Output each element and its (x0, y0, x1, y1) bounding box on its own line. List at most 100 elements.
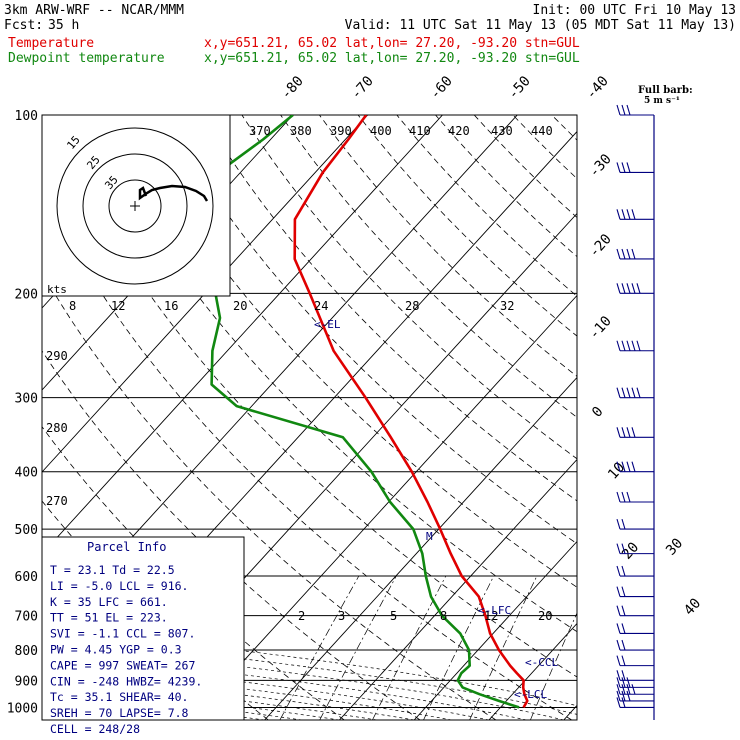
mixing-ratio-label-top: 8 (69, 299, 76, 313)
wind-barb (616, 461, 654, 473)
wind-barb-flag (626, 461, 631, 472)
wind-barb-flag (616, 684, 621, 695)
dewpoint-legend-info: x,y=651.21, 65.02 lat,lon= 27.20, -93.20… (204, 51, 580, 66)
mixing-ratio-label-bottom: 12 (484, 609, 498, 623)
parcel-info-row: LI = -5.0 LCL = 916. (50, 579, 188, 593)
parcel-info-panel: Parcel Info T = 23.1 Td = 22.5 LI = -5.0 … (41, 536, 245, 736)
dry-adiabat-label: 280 (46, 421, 68, 435)
valid-time: Valid: 11 UTC Sat 11 May 13 (05 MDT Sat … (345, 18, 736, 33)
wind-barb-flag (631, 283, 636, 294)
wind-barb (616, 543, 654, 555)
wind-barb (616, 697, 654, 708)
isotherm-line (563, 704, 577, 720)
wind-barb-flag (616, 623, 621, 634)
hodograph-ring-inner (108, 179, 162, 233)
wind-barb (616, 209, 654, 220)
mixing-ratio-label-bottom: 20 (538, 609, 552, 623)
wind-barb-flag (616, 461, 621, 472)
wind-barb-flag (626, 248, 631, 260)
pressure-tick-label: 600 (15, 570, 38, 585)
hodograph-ring-middle (82, 153, 188, 259)
wind-barb-flag (616, 697, 621, 708)
wind-barb-flag (616, 690, 621, 702)
wind-barbs (616, 104, 654, 708)
moist-adiabat (42, 644, 564, 720)
wind-barb (616, 655, 654, 667)
mixing-ratio-line (319, 575, 397, 720)
mixing-ratio-line (423, 575, 495, 720)
wind-barb-flag (621, 340, 626, 351)
wind-barb (616, 104, 654, 116)
isotherm-label: -40 (583, 73, 612, 103)
wind-barb (616, 387, 654, 399)
wind-barb-flag (621, 248, 626, 260)
mixing-ratio-label-top: 20 (233, 299, 247, 313)
wind-barb-flag (636, 340, 641, 351)
parcel-info-row: CIN = -248 HWBZ= 4239. (50, 674, 202, 688)
wind-barb-flag (626, 104, 631, 116)
parcel-info-row: K = 35 LFC = 661. (50, 595, 168, 609)
pressure-tick-label: 1000 (7, 701, 38, 716)
wind-barb-flag (626, 684, 631, 695)
el-marker: <-EL (314, 318, 341, 331)
wind-barb-flag (631, 461, 636, 472)
wind-barb-flag (616, 248, 621, 260)
parcel-info-row: SVI = -1.1 CCL = 807. (50, 627, 195, 641)
ccl-marker: <-CCL (525, 656, 558, 669)
pressure-tick-label: 900 (15, 674, 38, 689)
wind-barb-flag (621, 518, 626, 530)
wind-barb-flag (621, 209, 626, 220)
wind-barb-flag (621, 283, 626, 294)
mixing-ratio-label-bottom: 5 (390, 609, 397, 623)
wind-barb-flag (616, 670, 621, 681)
isotherm-line (42, 115, 443, 555)
wind-barb-flag (616, 655, 621, 666)
plot-frame (41, 114, 578, 721)
isotherm-label: -50 (505, 73, 534, 103)
dry-adiabat (551, 115, 577, 141)
wind-barb (616, 586, 654, 598)
wind-barb-flag (616, 162, 621, 173)
wind-barb-flag (621, 565, 626, 577)
hodograph: 15 25 35 kts (41, 114, 231, 297)
wind-barb-flag (631, 340, 636, 351)
parcel-info-row: TT = 51 EL = 223. (50, 611, 168, 625)
wind-barb-flag (621, 543, 626, 554)
isotherm-label: -70 (348, 73, 377, 103)
isotherm-label: 40 (681, 595, 704, 618)
wind-barb-flag (626, 427, 631, 438)
wind-barb (616, 677, 654, 688)
dewpoint-legend-label: Dewpoint temperature (8, 51, 165, 66)
mixing-ratio-label-top: 28 (405, 299, 419, 313)
dry-adiabat (42, 271, 497, 720)
wind-barb (616, 639, 654, 651)
wind-barb-flag (621, 491, 626, 503)
wind-barb-flag (636, 387, 641, 398)
wind-barb-flag (626, 387, 631, 398)
barb-legend-title: Full barb: (638, 85, 693, 96)
mixing-ratio-line (279, 575, 360, 720)
wind-barb-flag (621, 586, 626, 597)
wind-barb-flag (616, 639, 621, 651)
temperature-legend-info: x,y=651.21, 65.02 lat,lon= 27.20, -93.20… (204, 36, 580, 51)
wind-barb (616, 491, 654, 503)
wind-barb-flag (621, 104, 626, 116)
mixing-ratio-label-bottom: 2 (298, 609, 305, 623)
isotherm-line (413, 540, 577, 720)
moist-adiabat (42, 652, 527, 720)
theta-e-label: 420 (448, 124, 470, 138)
wind-barb (616, 623, 654, 634)
dry-adiabat (512, 115, 577, 180)
parcel-info-box (41, 536, 245, 721)
dry-adiabat (202, 115, 577, 502)
mixing-ratio-line (530, 612, 577, 720)
wind-barb-flag (621, 162, 626, 173)
hodograph-trace (138, 184, 209, 202)
mixing-ratio-line (469, 575, 538, 720)
wind-barb-flag (631, 684, 636, 695)
dry-adiabat (280, 115, 577, 418)
dry-adiabat (435, 115, 577, 258)
parcel-info-row: CAPE = 997 SWEAT= 267 (50, 658, 195, 672)
theta-e-label: 380 (290, 124, 312, 138)
